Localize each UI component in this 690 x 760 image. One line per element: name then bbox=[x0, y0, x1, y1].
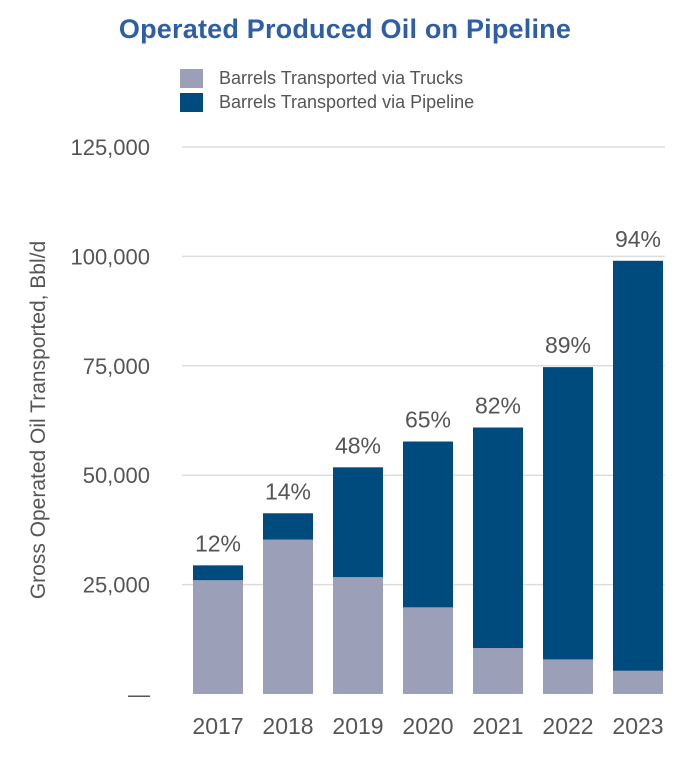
legend-swatch-trucks bbox=[180, 68, 203, 88]
y-tick-label-25000: 25,000 bbox=[83, 573, 150, 598]
x-tick-label-2019: 2019 bbox=[332, 713, 383, 739]
y-tick-label-75000: 75,000 bbox=[83, 354, 150, 379]
y-tick-label-0: — bbox=[128, 682, 150, 707]
bar-pipeline-2018 bbox=[263, 513, 313, 540]
x-tick-label-2017: 2017 bbox=[192, 713, 243, 739]
legend-label-pipeline: Barrels Transported via Pipeline bbox=[219, 91, 475, 112]
pipeline-share-label-2017: 12% bbox=[195, 530, 241, 556]
bar-trucks-2017 bbox=[193, 580, 243, 694]
x-tick-label-2023: 2023 bbox=[612, 713, 663, 739]
bar-pipeline-2022 bbox=[543, 367, 593, 660]
bar-trucks-2020 bbox=[403, 607, 453, 694]
pipeline-share-label-2022: 89% bbox=[545, 332, 591, 358]
y-tick-label-100000: 100,000 bbox=[70, 244, 150, 269]
bar-trucks-2023 bbox=[613, 670, 663, 694]
pipeline-share-label-2023: 94% bbox=[615, 226, 661, 252]
bar-pipeline-2017 bbox=[193, 565, 243, 581]
y-tick-label-125000: 125,000 bbox=[70, 135, 150, 160]
legend-item-trucks: Barrels Transported via Trucks bbox=[180, 66, 474, 90]
bar-pipeline-2021 bbox=[473, 427, 523, 649]
pipeline-share-label-2019: 48% bbox=[335, 432, 381, 458]
y-axis-label: Gross Operated Oil Transported, Bbl/d bbox=[27, 241, 50, 599]
legend-item-pipeline: Barrels Transported via Pipeline bbox=[180, 90, 474, 114]
bar-pipeline-2023 bbox=[613, 260, 663, 671]
chart-title: Operated Produced Oil on Pipeline bbox=[118, 14, 572, 44]
bar-pipeline-2019 bbox=[333, 467, 383, 578]
x-tick-label-2020: 2020 bbox=[402, 713, 453, 739]
x-tick-label-2018: 2018 bbox=[262, 713, 313, 739]
bar-trucks-2018 bbox=[263, 539, 313, 694]
legend: Barrels Transported via Trucks Barrels T… bbox=[180, 66, 474, 114]
bar-trucks-2022 bbox=[543, 659, 593, 694]
y-tick-label-50000: 50,000 bbox=[83, 463, 150, 488]
x-tick-label-2022: 2022 bbox=[542, 713, 593, 739]
pipeline-share-label-2020: 65% bbox=[405, 407, 451, 433]
bar-trucks-2021 bbox=[473, 648, 523, 694]
legend-swatch-pipeline bbox=[180, 92, 203, 112]
pipeline-share-label-2018: 14% bbox=[265, 478, 311, 504]
x-tick-label-2021: 2021 bbox=[472, 713, 523, 739]
pipeline-share-label-2021: 82% bbox=[475, 393, 521, 419]
legend-label-trucks: Barrels Transported via Trucks bbox=[219, 67, 464, 88]
bar-pipeline-2020 bbox=[403, 441, 453, 608]
bar-trucks-2019 bbox=[333, 577, 383, 694]
